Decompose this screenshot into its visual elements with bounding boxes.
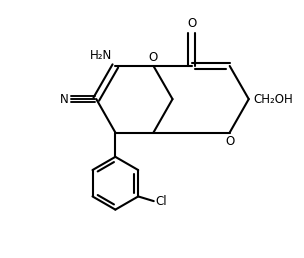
- Text: O: O: [187, 18, 196, 30]
- Text: N: N: [60, 93, 69, 106]
- Text: H₂N: H₂N: [90, 49, 112, 62]
- Text: O: O: [225, 135, 234, 148]
- Text: Cl: Cl: [155, 195, 167, 208]
- Text: CH₂OH: CH₂OH: [253, 93, 293, 106]
- Text: O: O: [149, 51, 158, 64]
